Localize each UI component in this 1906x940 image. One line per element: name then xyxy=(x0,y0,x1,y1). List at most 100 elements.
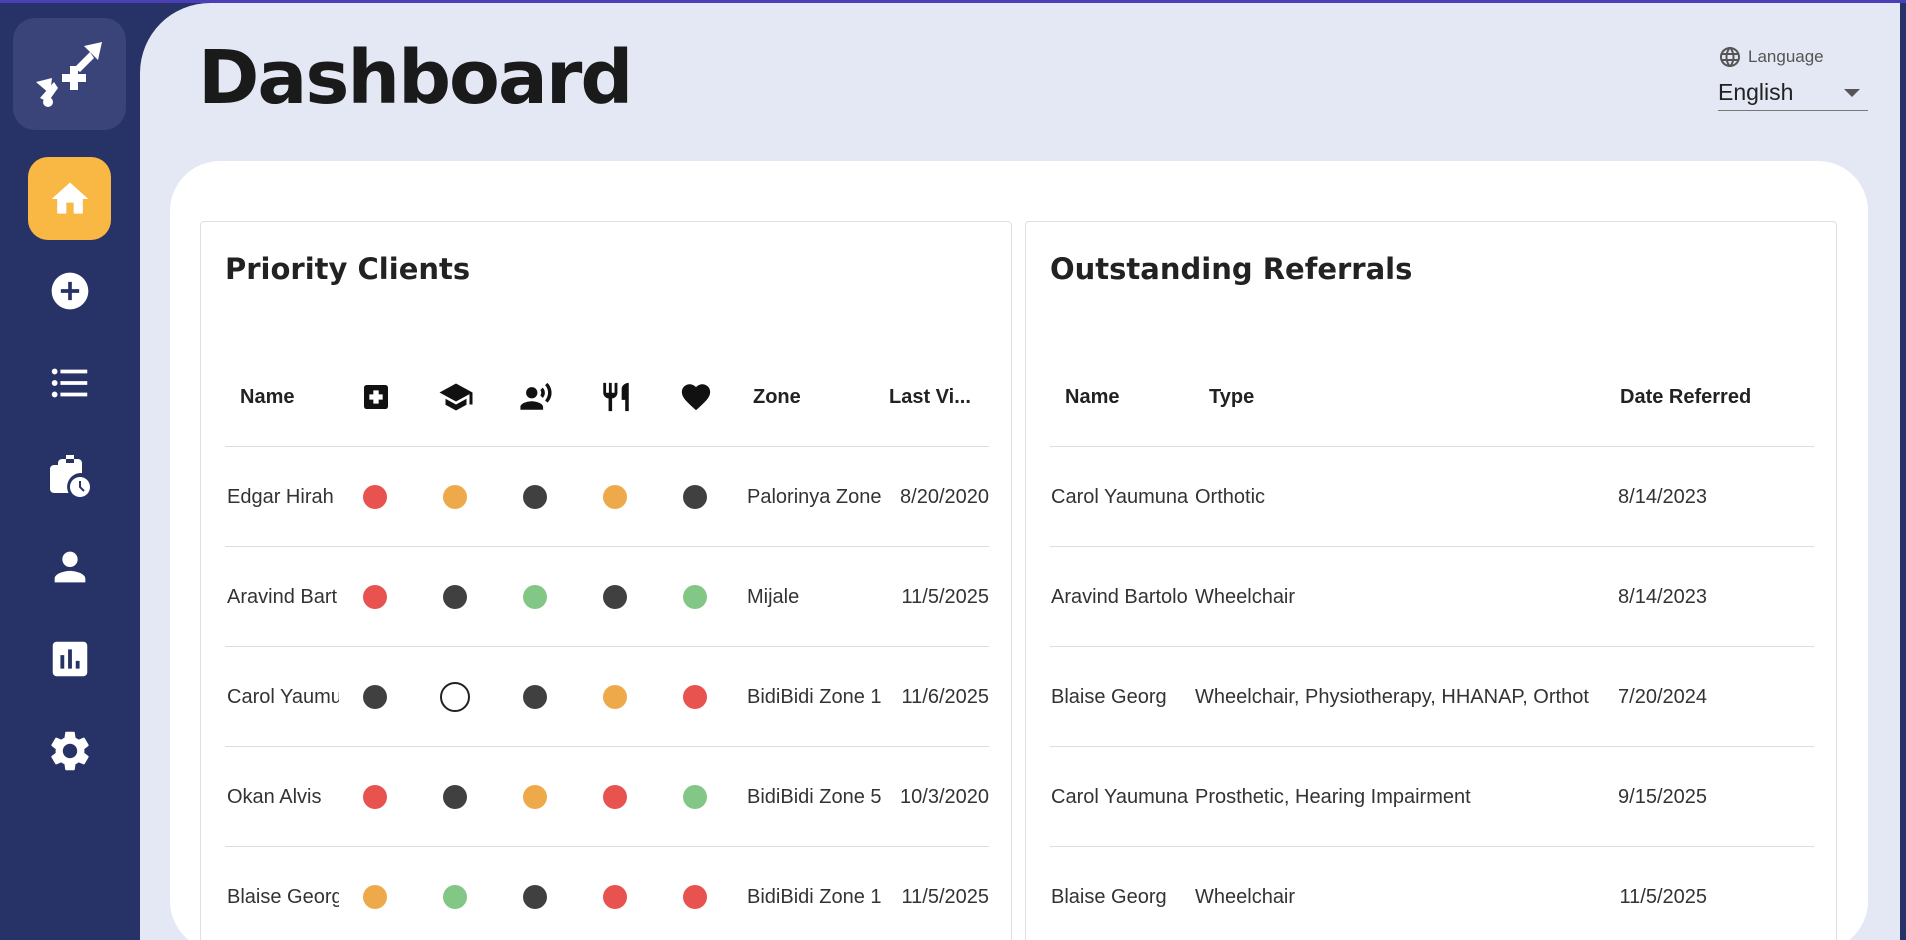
table-row[interactable]: Okan Alvis BidiBidi Zone 5 10/3/2020 xyxy=(225,747,989,847)
scrollbar[interactable] xyxy=(1900,3,1906,940)
status-dot xyxy=(523,485,547,509)
client-name[interactable]: Carol Yaumu xyxy=(227,685,339,708)
referral-name[interactable]: Carol Yaumuna xyxy=(1051,485,1189,508)
sidebar-item-list[interactable] xyxy=(28,341,111,424)
status-dot xyxy=(683,585,707,609)
table-row[interactable]: Carol Yaumuna Prosthetic, Hearing Impairm… xyxy=(1050,747,1814,847)
sidebar-item-home[interactable] xyxy=(28,157,111,240)
client-last-visit: 11/6/2025 xyxy=(901,685,990,708)
status-dot xyxy=(603,485,627,509)
language-label: Language xyxy=(1748,47,1824,66)
status-dot xyxy=(523,585,547,609)
referral-name[interactable]: Blaise Georg xyxy=(1051,885,1167,908)
education-icon[interactable] xyxy=(431,347,481,447)
heart-icon[interactable] xyxy=(671,347,721,447)
client-zone: Palorinya Zone xyxy=(747,485,882,508)
language-dropdown[interactable]: English xyxy=(1718,75,1868,111)
status-dot xyxy=(443,485,467,509)
logo-arrows-icon xyxy=(35,42,102,107)
status-dot xyxy=(443,785,467,809)
table-row[interactable]: Blaise Georg Wheelchair, Physiotherapy, H… xyxy=(1050,647,1814,747)
column-header-zone[interactable]: Zone xyxy=(753,385,801,408)
client-last-visit: 11/5/2025 xyxy=(901,885,990,908)
column-header-name[interactable]: Name xyxy=(1065,385,1120,408)
table-row[interactable]: Carol Yaumuna Orthotic 8/14/2023 xyxy=(1050,447,1814,547)
client-name[interactable]: Aravind Bart xyxy=(227,585,338,608)
home-icon xyxy=(51,182,88,214)
sidebar-item-profile[interactable] xyxy=(28,525,111,608)
status-dot xyxy=(603,685,627,709)
status-dot xyxy=(683,485,707,509)
status-dot xyxy=(603,785,627,809)
table-row[interactable]: Edgar Hirah Palorinya Zone 8/20/2020 xyxy=(225,447,989,547)
sidebar-item-add[interactable] xyxy=(28,249,111,332)
referral-type: Orthotic xyxy=(1195,485,1266,508)
table-row[interactable]: Blaise Georg BidiBidi Zone 1 11/5/2025 xyxy=(225,847,989,940)
column-header-date-referred[interactable]: Date Referred xyxy=(1620,385,1752,408)
table-row[interactable]: Aravind Bartolo Wheelchair 8/14/2023 xyxy=(1050,547,1814,647)
top-accent-line xyxy=(0,0,1906,3)
client-zone: BidiBidi Zone 1 xyxy=(747,685,882,708)
client-last-visit: 11/5/2025 xyxy=(901,585,990,608)
list-icon xyxy=(51,368,87,397)
sidebar xyxy=(0,3,140,940)
priority-clients-table: Name Zone xyxy=(225,347,989,940)
language-selector[interactable]: Language English xyxy=(1718,45,1868,111)
person-icon xyxy=(54,551,85,582)
client-last-visit: 8/20/2020 xyxy=(900,485,989,508)
outstanding-referrals-body: Carol Yaumuna Orthotic 8/14/2023 Aravind Ba… xyxy=(1050,447,1814,940)
client-name[interactable]: Okan Alvis xyxy=(227,785,322,808)
social-icon[interactable] xyxy=(511,347,561,447)
app-logo[interactable] xyxy=(13,18,126,130)
status-dot xyxy=(443,585,467,609)
sidebar-item-briefcase[interactable] xyxy=(28,433,111,516)
referral-type: Wheelchair xyxy=(1195,885,1296,908)
referral-type: Wheelchair xyxy=(1195,585,1296,608)
sidebar-item-stats[interactable] xyxy=(28,617,111,700)
status-dot xyxy=(363,685,387,709)
status-dot xyxy=(603,885,627,909)
chevron-down-icon xyxy=(1844,88,1860,97)
status-dot xyxy=(440,682,470,712)
outstanding-referrals-panel: Outstanding Referrals Name Type Date Ref… xyxy=(1025,221,1837,940)
status-dot xyxy=(363,585,387,609)
referral-date: 8/14/2023 xyxy=(1618,585,1707,608)
referral-name[interactable]: Blaise Georg xyxy=(1051,685,1167,708)
client-name[interactable]: Blaise Georg xyxy=(227,885,339,908)
status-dot xyxy=(523,685,547,709)
table-row[interactable]: Blaise Georg Wheelchair 11/5/2025 xyxy=(1050,847,1814,940)
globe-icon xyxy=(1720,47,1740,67)
referral-name[interactable]: Aravind Bartolo xyxy=(1051,585,1188,608)
food-icon[interactable] xyxy=(591,347,641,447)
table-row[interactable]: Carol Yaumu BidiBidi Zone 1 11/6/2025 xyxy=(225,647,989,747)
referral-name[interactable]: Carol Yaumuna xyxy=(1051,785,1189,808)
referral-type: Prosthetic, Hearing Impairment xyxy=(1195,785,1471,808)
client-zone: BidiBidi Zone 1 xyxy=(747,885,882,908)
column-header-last-visit[interactable]: Last Vi... xyxy=(889,385,971,408)
status-dot xyxy=(523,885,547,909)
status-dot xyxy=(683,685,707,709)
status-dot xyxy=(683,785,707,809)
status-dot xyxy=(603,585,627,609)
add-circle-icon xyxy=(51,272,88,309)
language-label-row: Language xyxy=(1718,45,1868,69)
page-title: Dashboard xyxy=(198,35,633,121)
referral-date: 8/14/2023 xyxy=(1618,485,1707,508)
client-name[interactable]: Edgar Hirah xyxy=(227,485,334,508)
status-dot xyxy=(523,785,547,809)
language-value: English xyxy=(1718,79,1794,105)
column-header-name[interactable]: Name xyxy=(240,385,295,408)
status-dot xyxy=(363,485,387,509)
health-icon[interactable] xyxy=(351,347,401,447)
priority-clients-title: Priority Clients xyxy=(225,252,471,286)
table-header: Name Type Date Referred xyxy=(1050,347,1814,447)
priority-clients-panel: Priority Clients Name xyxy=(200,221,1012,940)
table-header: Name Zone xyxy=(225,347,989,447)
table-row[interactable]: Aravind Bart Mijale 11/5/2025 xyxy=(225,547,989,647)
main-area: Dashboard Language English Priority Clie… xyxy=(140,3,1906,940)
referral-type: Wheelchair, Physiotherapy, HHANAP, Ortho… xyxy=(1195,685,1589,708)
column-header-type[interactable]: Type xyxy=(1209,385,1255,408)
referral-date: 7/20/2024 xyxy=(1618,685,1707,708)
referral-date: 9/15/2025 xyxy=(1618,785,1707,808)
sidebar-item-settings[interactable] xyxy=(28,709,111,792)
